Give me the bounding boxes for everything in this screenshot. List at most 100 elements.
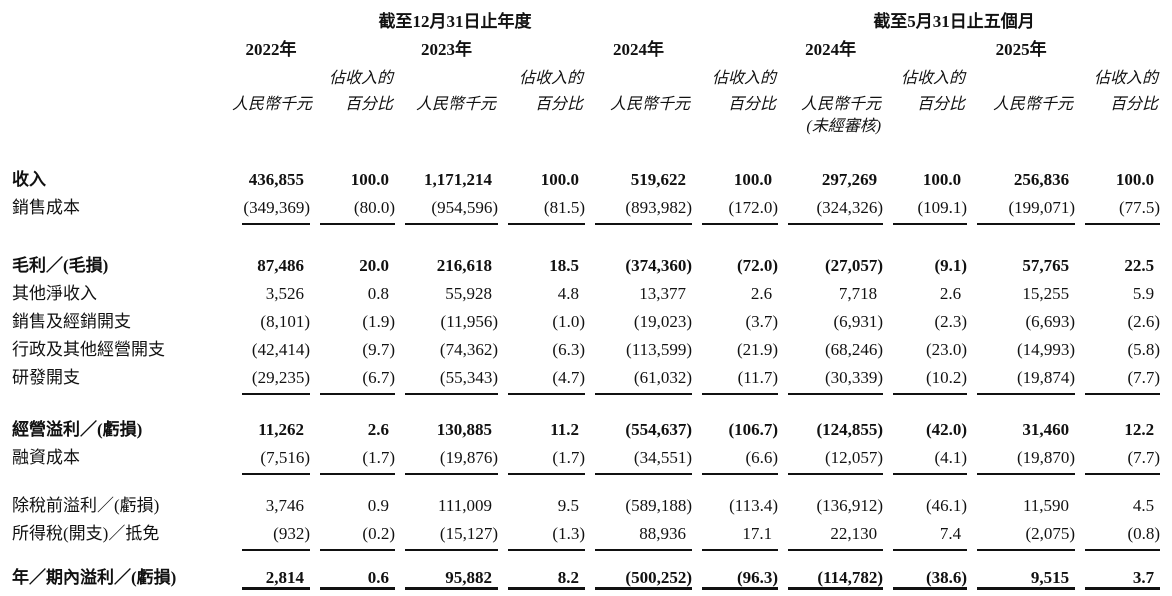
pct-cell: 20.0 <box>359 256 389 275</box>
empty-cell <box>395 64 498 90</box>
pct-header-line1: 佔收入的 <box>518 70 583 87</box>
value-cell: 13,377 <box>639 284 686 303</box>
table-row: 融資成本 (7,516) (1.7) (19,876) (1.7) (34,55… <box>12 444 1161 478</box>
pct-cell: 8.2 <box>498 564 585 596</box>
pct-cell: (4.1) <box>883 444 968 478</box>
value-cell: (932) <box>232 520 310 554</box>
value-cell: 87,486 <box>257 256 304 275</box>
pct-header-line1: 佔收入的 <box>712 70 777 87</box>
pct-header-line2: 百分比 <box>1110 96 1159 113</box>
pct-cell: (5.8) <box>1127 340 1161 359</box>
empty-cell <box>967 64 1075 90</box>
value-cell: (19,874) <box>967 364 1076 398</box>
pct-cell: (0.8) <box>1075 520 1161 554</box>
pct-cell: 22.5 <box>1124 256 1155 275</box>
value-cell: (27,057) <box>824 256 884 275</box>
unaudited-note: (未經審核) <box>806 118 882 135</box>
value-cell: (6,693) <box>1025 312 1076 331</box>
spacer-row <box>12 554 1160 564</box>
pct-cell: 100.0 <box>922 170 962 189</box>
spacer-row <box>12 478 1160 492</box>
year-header: 2024年 <box>613 40 664 59</box>
pct-cell: (7.7) <box>1075 364 1161 398</box>
pct-cell: 2.6 <box>939 284 962 303</box>
pct-cell: 0.8 <box>367 284 389 303</box>
row-label: 其他淨收入 <box>12 284 97 303</box>
value-cell: 216,618 <box>436 256 492 275</box>
value-cell: (12,057) <box>778 444 884 478</box>
pct-cell: (23.0) <box>925 340 968 359</box>
year-header: 2024年 <box>805 40 857 59</box>
pct-cell: (77.5) <box>1075 194 1161 228</box>
pct-cell: 11.2 <box>550 420 579 439</box>
empty-cell <box>692 116 778 138</box>
pct-cell: (9.1) <box>934 256 968 275</box>
empty-cell <box>778 64 883 90</box>
table-row: 所得稅(開支)／抵免 (932) (0.2) (15,127) (1.3) 88… <box>12 520 1161 554</box>
pct-header-line2: 百分比 <box>917 96 966 113</box>
value-cell: (7,516) <box>232 444 310 478</box>
row-label: 銷售成本 <box>12 198 80 217</box>
pct-header-line1: 佔收入的 <box>328 70 393 87</box>
row-label: 毛利／(毛損) <box>12 256 109 275</box>
empty-cell <box>967 116 1075 138</box>
table-row: 研發開支 (29,235) (6.7) (55,343) (4.7) (61,0… <box>12 364 1161 398</box>
empty-cell <box>1075 36 1160 64</box>
value-cell: (29,235) <box>232 364 310 398</box>
pct-cell: 100.0 <box>1115 170 1155 189</box>
table-row: 年／期內溢利／(虧損) 2,814 0.6 95,882 8.2 (500,25… <box>12 564 1161 596</box>
pct-cell: (3.7) <box>745 312 779 331</box>
empty-cell <box>883 116 967 138</box>
empty-cell <box>310 116 395 138</box>
value-cell: (19,876) <box>395 444 498 478</box>
pct-cell: (6.3) <box>552 340 585 359</box>
table-row: 銷售成本 (349,369) (80.0) (954,596) (81.5) (… <box>12 194 1161 228</box>
pct-header-line2: 百分比 <box>534 96 583 113</box>
value-cell: (124,855) <box>816 420 884 439</box>
table-row: 其他淨收入 3,526 0.8 55,928 4.8 13,377 2.6 7,… <box>12 280 1160 308</box>
pct-cell: 17.1 <box>692 520 779 554</box>
empty-cell <box>12 8 232 36</box>
empty-cell <box>585 64 692 90</box>
pct-cell: 100.0 <box>350 170 389 189</box>
value-cell: 15,255 <box>1022 284 1070 303</box>
pct-cell: (2.6) <box>1127 312 1161 331</box>
pct-cell: (113.4) <box>729 496 779 515</box>
pct-cell: (1.7) <box>498 444 585 478</box>
empty-cell <box>498 36 585 64</box>
pct-cell: (1.7) <box>310 444 395 478</box>
pct-cell: (46.1) <box>925 496 968 515</box>
year-header-row: 2022年 2023年 2024年 2024年 2025年 <box>12 36 1160 64</box>
value-cell: (68,246) <box>824 340 884 359</box>
pct-cell: 0.9 <box>367 496 389 515</box>
pct-cell: (38.6) <box>883 564 968 596</box>
row-label: 除稅前溢利／(虧損) <box>12 496 160 515</box>
value-cell: (114,782) <box>778 564 884 596</box>
period-group-header-five-months: 截至5月31日止五個月 <box>873 12 1035 31</box>
value-cell: (34,551) <box>585 444 692 478</box>
pct-cell: (4.7) <box>498 364 585 398</box>
value-cell: (324,326) <box>778 194 884 228</box>
year-header: 2022年 <box>245 40 297 59</box>
pct-cell: 3.7 <box>1075 564 1161 596</box>
value-cell: 297,269 <box>821 170 878 189</box>
pct-cell: (80.0) <box>310 194 395 228</box>
pct-cell: 100.0 <box>733 170 773 189</box>
pct-cell: (11.7) <box>692 364 779 398</box>
value-cell: (954,596) <box>395 194 498 228</box>
pct-cell: (1.0) <box>552 312 585 331</box>
period-group-header-annual: 截至12月31日止年度 <box>378 12 532 31</box>
value-cell: (199,071) <box>967 194 1076 228</box>
value-cell: 9,515 <box>967 564 1076 596</box>
value-cell: 2,814 <box>232 564 310 596</box>
row-label: 所得稅(開支)／抵免 <box>12 524 160 543</box>
unit-header: 人民幣千元 <box>609 96 690 113</box>
unaudited-note-row: (未經審核) <box>12 116 1160 138</box>
value-cell: (113,599) <box>626 340 692 359</box>
value-cell: 7,718 <box>838 284 878 303</box>
value-cell: (19,023) <box>633 312 692 331</box>
pct-header-line1: 佔收入的 <box>901 70 966 87</box>
value-cell: (19,870) <box>967 444 1076 478</box>
pct-header-line1-row: 佔收入的 佔收入的 佔收入的 佔收入的 佔收入的 <box>12 64 1160 90</box>
